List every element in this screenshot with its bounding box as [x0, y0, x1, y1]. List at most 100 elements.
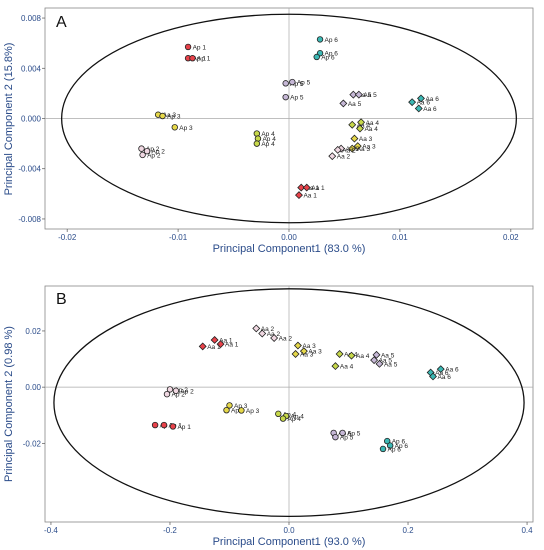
- panel-b-point-circle: [379, 445, 387, 453]
- panel-b-y-tick-label: 0.00: [25, 383, 41, 392]
- panel-a-point-circle: [143, 147, 151, 155]
- panel-b-point-circle: [339, 429, 346, 437]
- panel-a-point-diamond: [333, 145, 342, 154]
- panel-b-point-label: Aa 1: [219, 337, 233, 344]
- panel-a-point-label: Ap 4: [261, 141, 275, 148]
- panel-a-point-label: Ap 5: [290, 81, 304, 88]
- panel-b-point-diamond: [335, 350, 344, 358]
- panel-a-point-label: Ap 1: [193, 44, 207, 51]
- panel-a-point-circle: [171, 124, 178, 131]
- panel-a-point-label: Aa 4: [357, 122, 371, 129]
- panel-a-point-label: Ap 4: [262, 136, 276, 143]
- panel-b-point-diamond: [198, 342, 207, 351]
- panel-b-point-diamond: [291, 350, 300, 358]
- panel-a-point-label: Ap 6: [325, 37, 339, 44]
- panel-b-point-label: Ap 2: [172, 392, 186, 399]
- panel-a-point-circle: [282, 80, 289, 87]
- panel-b-point-diamond: [347, 351, 356, 360]
- panel-b-x-tick-label: 0.0: [283, 526, 295, 535]
- panel-b-point-diamond: [216, 340, 225, 349]
- panel-a-point-diamond: [353, 142, 362, 151]
- panel-b-point-diamond: [299, 347, 308, 356]
- panel-a-point-label: Ap 3: [179, 125, 193, 132]
- panel-b-x-tick-label: -0.2: [163, 526, 177, 535]
- panel-b-x-axis-title: Principal Component1 (93.0 %): [213, 536, 366, 548]
- panel-b-point-circle: [275, 410, 282, 418]
- panel-a-point-circle: [253, 140, 261, 147]
- panel-a-point-label: Aa 3: [357, 146, 371, 153]
- panel-b-x-tick-label: 0.2: [402, 526, 414, 535]
- panel-b-point-circle: [238, 407, 245, 414]
- panel-b-point-diamond: [429, 372, 437, 381]
- panel-a-point-circle: [316, 36, 324, 43]
- panel-a-point-label: Aa 3: [359, 136, 373, 143]
- panel-b-point-label: Aa 6: [438, 374, 452, 381]
- panel-a-point-diamond: [350, 134, 359, 143]
- panel-a-point-diamond: [339, 99, 348, 108]
- panel-b-point-label: Aa 5: [381, 352, 395, 359]
- panel-b-point-label: Aa 4: [356, 353, 370, 360]
- panel-b-point-circle: [160, 421, 168, 429]
- panel-b-point-label: Aa 5: [379, 358, 393, 365]
- panel-b-x-tick-label: -0.4: [44, 526, 58, 535]
- panel-a-point-diamond: [328, 152, 337, 161]
- panel-b-point-diamond: [375, 359, 384, 368]
- panel-b-y-tick-label: 0.02: [25, 327, 41, 336]
- panel-a-point-diamond: [417, 94, 425, 103]
- panel-a-point-label: Aa 4: [364, 126, 378, 133]
- panel-a-point-circle: [138, 145, 145, 152]
- panel-b-point-label: Ap 2: [174, 387, 188, 394]
- panel-b-point-circle: [166, 386, 174, 393]
- panel-a-x-tick-label: 0.01: [392, 233, 408, 242]
- panel-a-y-tick-label: 0.004: [21, 64, 42, 73]
- panel-b-point-label: Aa 2: [261, 326, 275, 333]
- panel-a-point-circle: [282, 93, 289, 101]
- panel-a-y-tick-label: 0.000: [21, 115, 42, 124]
- panel-b-point-label: Aa 2: [267, 331, 281, 338]
- panel-a-x-tick-label: -0.01: [169, 233, 188, 242]
- panel-b-point-circle: [169, 423, 177, 430]
- panel-a-point-label: Aa 6: [423, 106, 437, 113]
- panel-a-point-label: Aa 4: [366, 120, 380, 127]
- panel-a-x-tick-label: 0.00: [281, 233, 297, 242]
- panel-a-point-label: Ap 1: [197, 56, 211, 63]
- panel-b-point-circle: [172, 387, 180, 394]
- panel-a-y-tick-label: -0.008: [18, 215, 41, 224]
- panel-b-point-circle: [226, 402, 233, 409]
- panel-b-point-label: Aa 6: [445, 367, 459, 374]
- panel-a-marks: -0.02 -0.01 0.00 0.01 0.02 -0.008 -0.004 0.000 0…: [18, 8, 533, 242]
- panel-b-point-label: Aa 6: [435, 370, 449, 377]
- panel-b-point-label: Ap 4: [291, 414, 305, 421]
- panel-b-point-circle: [279, 415, 287, 422]
- panel-b-point-circle: [332, 433, 339, 441]
- panel-a-point-circle: [313, 53, 320, 61]
- panel-b-point-label: Ap 3: [246, 408, 260, 415]
- panel-a-point-diamond: [302, 183, 311, 192]
- panel-b-y-axis-title: Principal Component 2 (0.98 %): [3, 326, 15, 482]
- panel-b-point-label: Ap 5: [340, 435, 354, 442]
- panel-a-point-diamond: [297, 183, 306, 192]
- panel-a-y-tick-label: -0.004: [18, 165, 41, 174]
- panel-a-point-diamond: [295, 191, 303, 200]
- panel-b-point-label: Ap 3: [234, 403, 248, 410]
- panel-b-point-diamond: [370, 356, 379, 365]
- panel-a-point-label: Ap 6: [321, 54, 335, 61]
- panel-a-y-tick-label: 0.008: [21, 14, 42, 23]
- panel-b-point-label: Aa 2: [279, 335, 293, 342]
- panel-a-x-tick-label: 0.02: [503, 233, 519, 242]
- panel-b-point-diamond: [258, 329, 267, 338]
- panel-b-point-label: Aa 5: [384, 361, 398, 368]
- panel-a-confidence-ellipse: [60, 13, 518, 224]
- panel-a-point-circle: [139, 151, 146, 159]
- panel-a-chart: A -0.02 -0.01 0.00 0.01 0.02 -0.008 -0.004 0.00…: [3, 7, 534, 255]
- panel-b-label: B: [56, 291, 67, 308]
- panel-b-y-tick-label: -0.02: [23, 439, 42, 448]
- panel-a-point-diamond: [414, 104, 423, 113]
- panel-a-label: A: [56, 14, 67, 31]
- panel-a-point-label: Aa 6: [417, 100, 431, 107]
- panel-a-point-circle: [189, 55, 196, 62]
- panel-a-point-label: Aa 5: [348, 101, 362, 108]
